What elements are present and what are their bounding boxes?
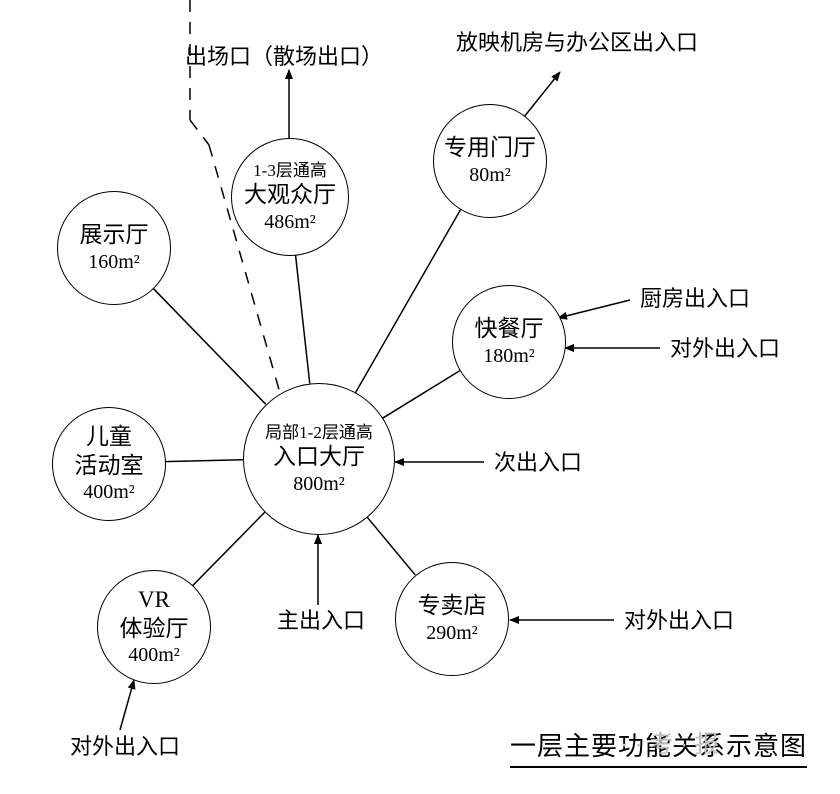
node-center: 局部1-2层通高入口大厅800m² [243, 383, 395, 535]
node-area: 800m² [293, 472, 345, 497]
annotation-label: 对外出入口 [70, 734, 180, 760]
annotation-label: 对外出入口 [670, 336, 780, 362]
node-audience: 1-3层通高大观众厅486m² [231, 138, 349, 256]
arrow [558, 300, 630, 318]
annotation-label: 出场口（散场出口） [185, 44, 383, 70]
edge [382, 370, 460, 418]
node-title: 专卖店 [418, 592, 487, 621]
node-area: 400m² [128, 643, 180, 668]
watermark: · · 考 · 报 [620, 724, 719, 759]
node-subtitle: 1-3层通高 [253, 160, 327, 181]
node-title: 入口大厅 [273, 443, 365, 472]
node-title: 快餐厅 [475, 315, 544, 344]
node-area: 80m² [469, 163, 511, 188]
node-title: 大观众厅 [244, 181, 336, 210]
annotation-label: 放映机房与办公区出入口 [456, 30, 698, 56]
annotation-label: 对外出入口 [624, 608, 734, 634]
edge [366, 516, 415, 575]
node-title: 展示厅 [80, 221, 149, 250]
node-title: VR体验厅 [120, 586, 189, 644]
arrow [524, 72, 560, 117]
arrow [120, 680, 134, 730]
node-lobby: 专用门厅80m² [433, 104, 547, 218]
edge [152, 287, 266, 404]
node-area: 290m² [426, 621, 478, 646]
node-children: 儿童活动室400m² [52, 407, 166, 521]
annotation-label: 主出入口 [277, 608, 365, 634]
node-area: 486m² [264, 210, 316, 235]
node-shop: 专卖店290m² [395, 562, 509, 676]
edge [192, 512, 265, 587]
node-area: 160m² [88, 250, 140, 275]
annotation-label: 厨房出入口 [640, 286, 750, 312]
node-title: 儿童活动室 [75, 423, 144, 481]
edge [295, 254, 309, 384]
node-subtitle: 局部1-2层通高 [265, 422, 373, 443]
dashed-edge [190, 120, 209, 145]
edge [355, 209, 461, 393]
node-title: 专用门厅 [444, 134, 536, 163]
node-fastfood: 快餐厅180m² [452, 285, 566, 399]
diagram-stage: 一层主要功能关系示意图 · · 考 · 报 出场口（散场出口）放映机房与办公区出… [0, 0, 840, 794]
annotation-label: 次出入口 [494, 450, 582, 476]
node-vr: VR体验厅400m² [97, 570, 211, 684]
node-area: 400m² [83, 480, 135, 505]
edge [164, 460, 243, 462]
node-exhibit: 展示厅160m² [57, 191, 171, 305]
node-area: 180m² [483, 344, 535, 369]
